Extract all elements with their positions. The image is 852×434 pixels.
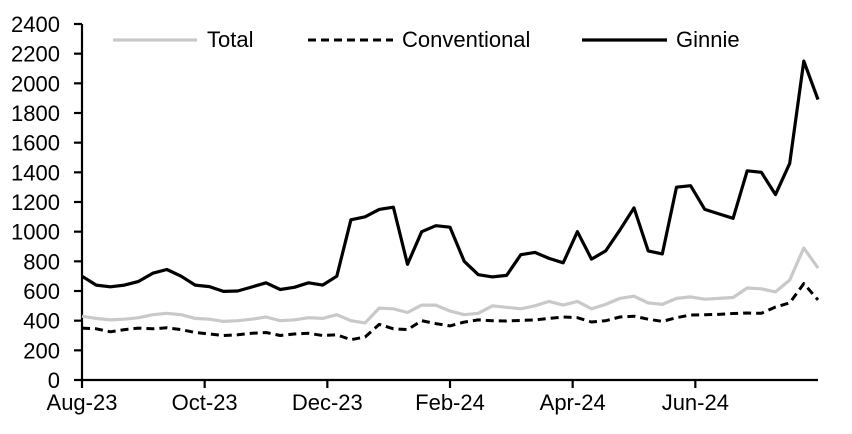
y-axis-label: 600 bbox=[23, 279, 60, 304]
y-axis-label: 1800 bbox=[11, 101, 60, 126]
series-line-conventional bbox=[81, 282, 820, 342]
y-axis-label: 0 bbox=[48, 368, 60, 393]
x-axis-label: Oct-23 bbox=[172, 390, 238, 415]
legend-label-total: Total bbox=[207, 27, 253, 52]
y-axis-label: 1000 bbox=[11, 220, 60, 245]
series-lines bbox=[81, 59, 820, 342]
x-axis-label: Dec-23 bbox=[292, 390, 363, 415]
y-axis-label: 2200 bbox=[11, 42, 60, 67]
x-axis-ticks bbox=[80, 380, 697, 388]
y-axis-ticks bbox=[74, 22, 82, 382]
y-axis-label: 400 bbox=[23, 309, 60, 334]
y-axis-label: 2400 bbox=[11, 12, 60, 37]
x-axis-label: Jun-24 bbox=[662, 390, 729, 415]
series-line-ginnie bbox=[81, 59, 820, 293]
x-axis-label: Apr-24 bbox=[540, 390, 606, 415]
x-axis-labels: Aug-23 Oct-23 Dec-23 Feb-24 Apr-24 Jun-24 bbox=[47, 390, 729, 415]
y-axis-label: 200 bbox=[23, 338, 60, 363]
y-axis-labels: 0 200 400 600 800 1000 1200 1400 1600 1800 2000 220… bbox=[11, 12, 60, 393]
x-axis-label: Aug-23 bbox=[47, 390, 118, 415]
y-axis-label: 1600 bbox=[11, 131, 60, 156]
y-axis-label: 1400 bbox=[11, 160, 60, 185]
legend-label-ginnie: Ginnie bbox=[676, 27, 740, 52]
series-line-total bbox=[81, 246, 820, 325]
x-axis-label: Feb-24 bbox=[415, 390, 485, 415]
legend: Total Conventional Ginnie bbox=[113, 27, 740, 52]
y-axis-label: 2000 bbox=[11, 71, 60, 96]
y-axis-label: 1200 bbox=[11, 190, 60, 215]
y-axis-label: 800 bbox=[23, 249, 60, 274]
legend-label-conventional: Conventional bbox=[402, 27, 530, 52]
